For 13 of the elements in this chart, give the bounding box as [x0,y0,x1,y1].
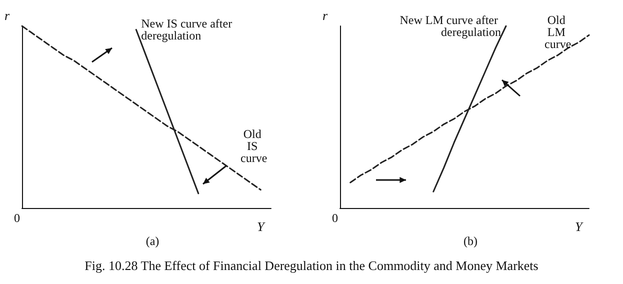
text: 0 [332,211,338,225]
x-axis-title: Y [575,219,584,234]
y-axis-title: r [4,8,10,23]
series-label: New IS curve after deregulation [141,16,236,43]
x-axis-title: Y [257,219,266,234]
text: (a) [146,234,160,248]
y-axis-title: r [322,8,328,23]
series-label: Old IS curve [240,127,268,166]
caption: Fig. 10.28 The Effect of Financial Deregulation in the Commodity and Money Markets [84,258,540,274]
series-label: Old LM curve [544,13,572,52]
text: 0 [14,211,20,225]
series-label: New LM curve after deregulation [400,13,501,39]
text: (b) [464,234,478,248]
